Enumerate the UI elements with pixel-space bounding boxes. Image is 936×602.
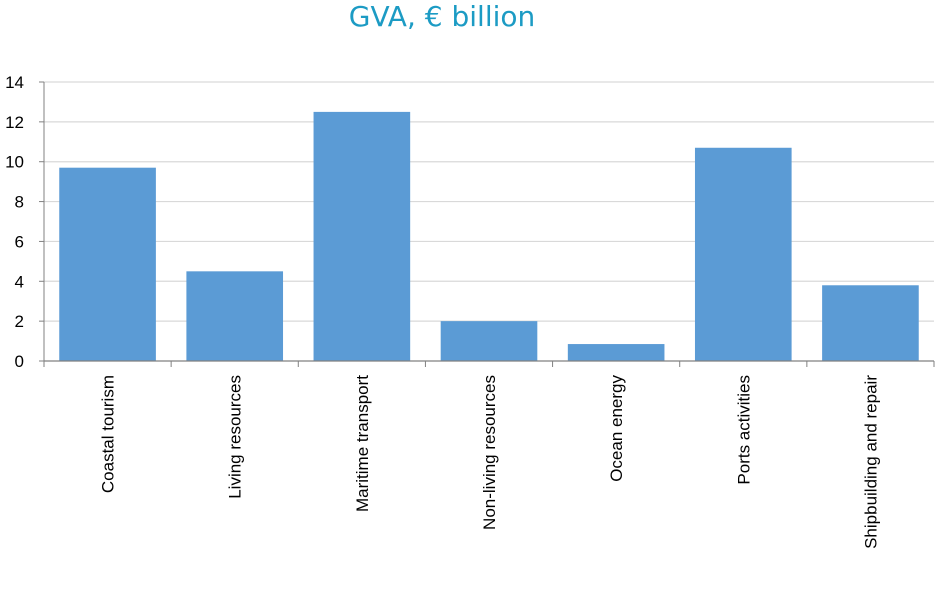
x-category-label: Maritime transport [353,375,372,512]
bar [822,285,919,361]
bar [567,344,665,361]
y-tick-label: 0 [15,352,24,371]
x-category-label: Ports activities [734,375,753,485]
y-tick-label: 2 [15,312,24,331]
y-tick-label: 10 [5,153,24,172]
bar [313,111,411,362]
y-tick-label: 14 [5,73,24,92]
x-category-label: Ocean energy [607,375,626,482]
x-category-label: Coastal tourism [99,375,118,493]
bar [186,271,284,361]
y-axis-ticks: 0 2 4 6 8 10 12 14 [5,73,44,371]
gridlines [44,81,934,322]
chart-title: GVA, € billion [348,0,536,33]
y-tick-label: 8 [15,193,24,212]
axes [43,82,935,367]
bar [440,321,538,361]
bar [59,167,156,361]
x-axis-labels: Coastal tourism Living resources Maritime … [99,375,881,549]
y-tick-label: 12 [5,113,24,132]
bars [59,111,919,362]
bar [694,147,792,361]
y-tick-label: 6 [15,232,24,251]
x-category-label: Shipbuilding and repair [861,375,880,549]
x-category-label: Living resources [226,375,245,499]
x-category-label: Non-living resources [480,375,499,530]
y-tick-label: 4 [15,272,24,291]
